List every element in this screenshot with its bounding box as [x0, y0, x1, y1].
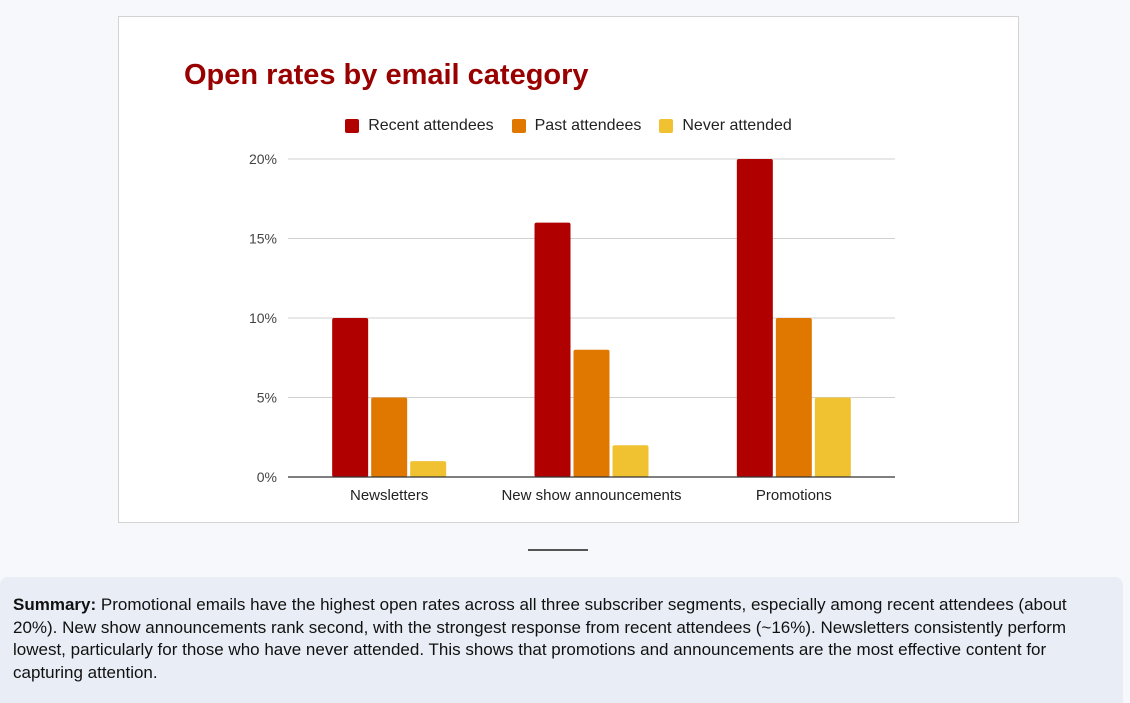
y-tick-label: 20% — [249, 151, 277, 167]
legend-label: Never attended — [682, 117, 792, 134]
y-tick-label: 5% — [257, 390, 277, 406]
bar-plot: 0% 5% 10% 15% 20% Newsletters New show announc… — [249, 151, 895, 504]
chart-legend: Recent attendees Past attendees Never at… — [119, 117, 1018, 135]
bar — [410, 461, 447, 477]
bar — [736, 159, 773, 477]
y-tick-label: 10% — [249, 310, 277, 326]
summary-box: Summary: Promotional emails have the hig… — [0, 577, 1123, 703]
x-tick-label: Newsletters — [350, 487, 428, 504]
bar — [573, 349, 610, 477]
chart-card: Open rates by email category Recent atte… — [118, 16, 1019, 523]
y-tick-label: 0% — [257, 469, 277, 485]
bar — [371, 397, 408, 477]
legend-item-never-attended: Never attended — [659, 117, 792, 135]
summary-label: Summary: — [13, 595, 97, 614]
legend-label: Past attendees — [534, 117, 642, 134]
bar — [612, 445, 649, 477]
bar — [775, 318, 812, 477]
summary-text: Promotional emails have the highest open… — [13, 595, 1067, 682]
bar — [332, 318, 369, 477]
legend-item-past-attendees: Past attendees — [511, 117, 642, 135]
legend-item-recent-attendees: Recent attendees — [345, 117, 494, 135]
chart-title: Open rates by email category — [184, 59, 589, 91]
y-tick-label: 15% — [249, 231, 277, 247]
legend-swatch — [345, 119, 360, 133]
bar — [814, 397, 851, 477]
bar — [534, 222, 571, 477]
legend-label: Recent attendees — [368, 117, 494, 134]
x-tick-label: New show announcements — [501, 487, 681, 504]
x-tick-label: Promotions — [756, 487, 832, 504]
legend-swatch — [659, 119, 674, 133]
resize-handle[interactable] — [528, 549, 588, 551]
legend-swatch — [511, 119, 526, 133]
